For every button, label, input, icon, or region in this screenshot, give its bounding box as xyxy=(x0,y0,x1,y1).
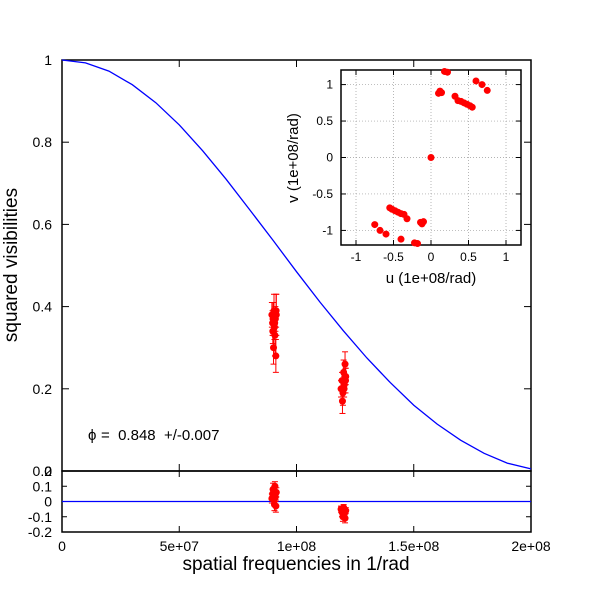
data-point xyxy=(272,352,280,360)
inset-x-axis-label: u (1e+08/rad) xyxy=(386,270,476,287)
residual-point xyxy=(341,514,349,522)
uv-point xyxy=(444,68,451,76)
residual-point xyxy=(272,502,280,510)
residual-plot-panel: -0.2-0.100.10.20 0 5e+07 1e+08 1.5e+08 2e+08… xyxy=(28,463,551,575)
residual-y-ticks: -0.2-0.100.10.20 xyxy=(28,463,531,540)
inset-uv-points xyxy=(371,67,491,248)
main-y-ticks: 00.20.40.60.81 xyxy=(33,52,532,479)
data-point xyxy=(271,319,279,327)
main-y-axis-label: squared visibilities xyxy=(1,188,22,342)
inset-x-tick-label: 1 xyxy=(503,250,510,264)
uv-point xyxy=(397,235,405,243)
main-y-tick-label: 0.2 xyxy=(33,381,53,397)
residual-point xyxy=(342,507,350,515)
model-curve-line xyxy=(61,59,532,470)
uv-point xyxy=(468,103,476,111)
phi-annotation-value: = 0.848 +/-0.007 xyxy=(101,427,219,444)
inset-x-tick-label: 0 xyxy=(428,250,435,264)
uv-point xyxy=(382,230,390,238)
phi-annotation-symbol: ϕ xyxy=(88,427,96,444)
main-y-tick-label: 0.4 xyxy=(33,299,53,315)
main-data-points xyxy=(268,293,350,414)
main-y-tick-label: 1 xyxy=(44,52,52,68)
data-point xyxy=(341,360,349,368)
main-y-tick-label: 0.6 xyxy=(33,216,53,232)
residual-y-tick-label: 0 xyxy=(44,494,52,510)
residual-y-tick-label: 0.2 xyxy=(33,463,53,479)
uv-point xyxy=(438,89,445,97)
uv-point xyxy=(411,239,418,247)
main-plot-panel: 00.20.40.60.81 squared visibilities ϕ = … xyxy=(1,52,532,479)
inset-y-tick-label: -0.5 xyxy=(312,187,333,201)
main-y-tick-label: 0.8 xyxy=(33,134,53,150)
uv-point xyxy=(427,154,435,161)
uv-point xyxy=(386,204,394,212)
data-point xyxy=(340,385,348,393)
main-y-tick-label: 0 xyxy=(44,463,52,479)
x-tick-label: 1.5e+08 xyxy=(388,538,439,554)
residual-y-tick-label: 0.1 xyxy=(33,478,53,494)
uv-point xyxy=(376,226,384,234)
x-axis-label: spatial frequencies in 1/rad xyxy=(182,554,409,575)
uv-point xyxy=(371,221,379,229)
inset-x-tick-label: -0.5 xyxy=(383,250,404,264)
inset-ticks: -1 -0.5 0 0.5 1 -1 -0.5 0 0.5 1 xyxy=(312,70,521,264)
residual-y-tick-label: -0.1 xyxy=(28,509,52,525)
residual-point xyxy=(272,488,280,496)
x-tick-label: 5e+07 xyxy=(160,538,200,554)
residual-point xyxy=(271,482,279,490)
model-curve xyxy=(61,59,532,470)
inset-x-tick-label: -1 xyxy=(351,250,362,264)
data-point xyxy=(342,377,350,385)
uv-point xyxy=(483,86,491,94)
uv-point xyxy=(417,218,424,226)
main-y-tick-label-zero-overlap: 0 xyxy=(44,463,52,479)
inset-y-tick-label: 0.5 xyxy=(316,114,333,128)
uv-point xyxy=(478,81,486,89)
inset-y-tick-label: 1 xyxy=(326,78,333,92)
x-tick-label: 2e+08 xyxy=(511,538,551,554)
residual-data-points xyxy=(268,481,350,524)
residual-y-tick-label: -0.2 xyxy=(28,524,52,540)
inset-y-axis-label: v (1e+08/rad) xyxy=(285,113,302,203)
inset-x-tick-label: 0.5 xyxy=(460,250,477,264)
uv-inset-panel: -1 -0.5 0 0.5 1 -1 -0.5 0 0.5 1 u (1e+08/rad) v (… xyxy=(285,67,522,287)
inset-y-tick-label: 0 xyxy=(326,151,333,165)
uv-point xyxy=(472,77,480,85)
data-point xyxy=(338,397,346,405)
x-tick-label: 1e+08 xyxy=(277,538,317,554)
data-point xyxy=(272,307,280,315)
data-point xyxy=(269,327,277,335)
residual-x-ticks: 0 5e+07 1e+08 1.5e+08 2e+08 xyxy=(58,471,551,554)
inset-y-tick-label: -1 xyxy=(322,223,333,237)
x-tick-label: 0 xyxy=(58,538,66,554)
